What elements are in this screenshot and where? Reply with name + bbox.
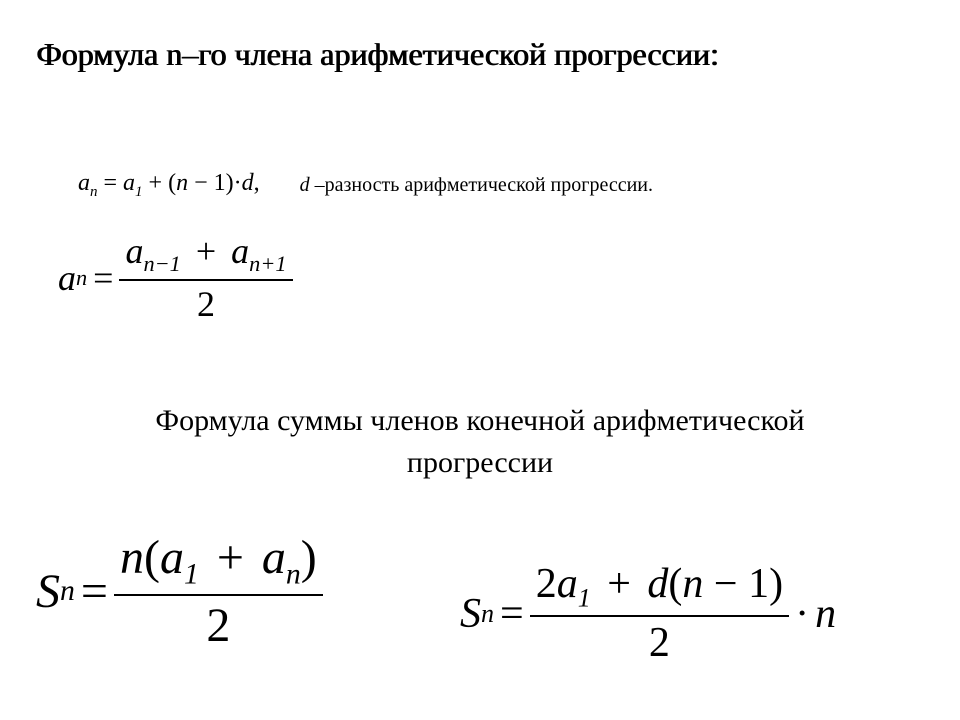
d-definition: d –разность арифметической прогрессии.: [300, 174, 653, 197]
nth-term-row: an = a1 + (n − 1)·d, d –разность арифмет…: [78, 170, 653, 201]
formula-average-neighbors: an = an−1 + an+1 2: [58, 230, 293, 325]
heading-nth-term: Формула n–го члена арифметической прогре…: [36, 30, 719, 78]
page: Формула n–го члена арифметической прогре…: [0, 0, 960, 720]
formula-sum-1: Sn = n(a1 + an) 2: [36, 530, 323, 653]
heading-sum: Формула суммы членов конечной арифметиче…: [0, 400, 960, 484]
formula-nth-term: an = a1 + (n − 1)·d,: [78, 170, 260, 201]
formula-sum-2: Sn = 2a1 + d(n − 1) 2 ·n: [460, 560, 836, 667]
